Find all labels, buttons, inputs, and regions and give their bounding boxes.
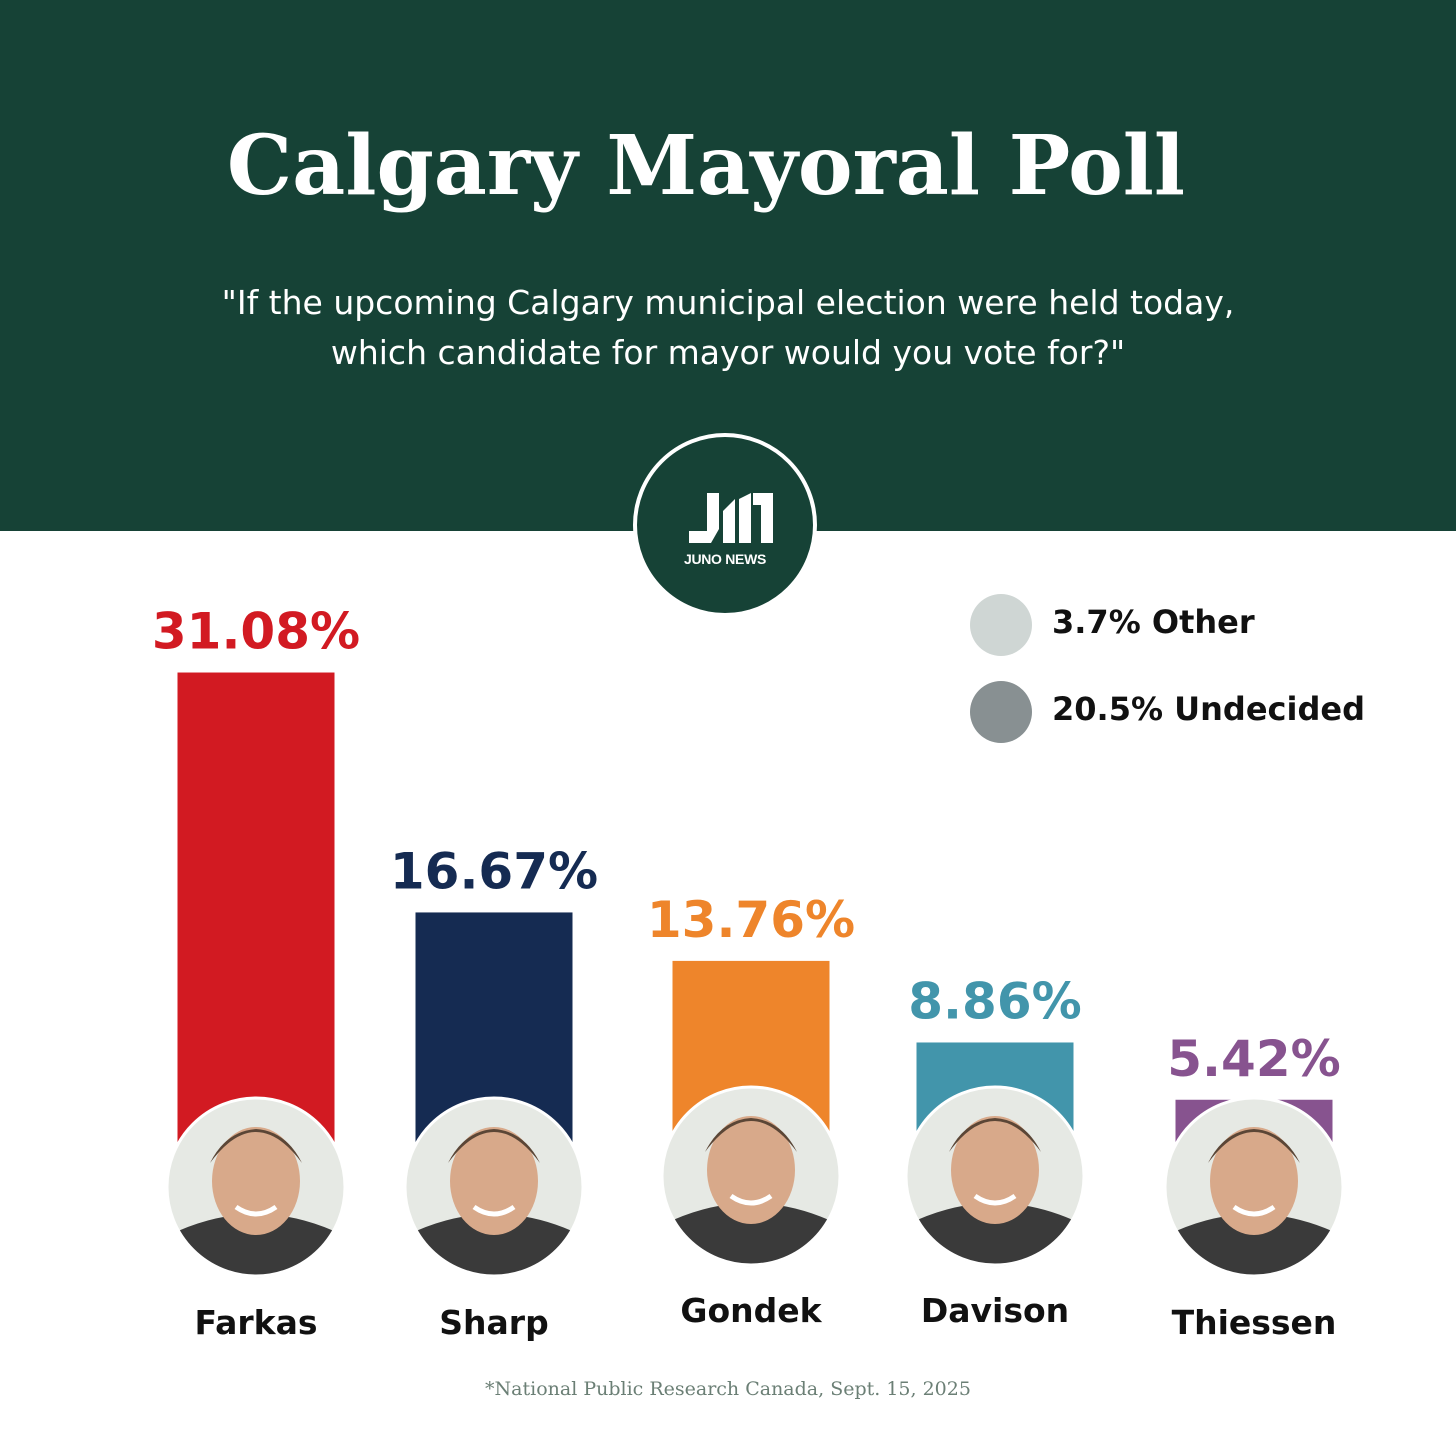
legend-undecided-dot <box>970 681 1032 743</box>
juno-news-logo: JUNO NEWS <box>633 433 817 617</box>
candidate-name-farkas: Farkas <box>194 1303 317 1342</box>
poll-question-line-1: "If the upcoming Calgary municipal elect… <box>221 283 1235 322</box>
poll-question-line-2: which candidate for mayor would you vote… <box>330 333 1126 372</box>
candidate-name-thiessen: Thiessen <box>1172 1303 1337 1342</box>
logo-wordmark: JUNO NEWS <box>683 551 767 567</box>
portrait-thiessen-icon <box>1163 1096 1345 1278</box>
value-label-sharp: 16.67% <box>390 842 598 900</box>
candidate-name-gondek: Gondek <box>680 1291 822 1330</box>
portrait-gondek-icon <box>660 1085 842 1267</box>
legend-other-label: 3.7% Other <box>1052 603 1255 641</box>
juno-logo-mark-icon <box>689 493 773 543</box>
legend-undecided-label: 20.5% Undecided <box>1052 690 1365 728</box>
value-label-gondek: 13.76% <box>647 891 855 949</box>
portrait-sharp-icon <box>403 1096 585 1278</box>
portrait-davison-icon <box>904 1085 1086 1267</box>
legend-other-dot <box>970 594 1032 656</box>
candidate-name-davison: Davison <box>921 1291 1069 1330</box>
candidate-name-sharp: Sharp <box>439 1303 548 1342</box>
poll-question: "If the upcoming Calgary municipal elect… <box>178 278 1278 378</box>
value-label-davison: 8.86% <box>908 972 1081 1030</box>
source-note: *National Public Research Canada, Sept. … <box>485 1378 971 1400</box>
page-title: Calgary Mayoral Poll <box>226 118 1186 214</box>
value-label-farkas: 31.08% <box>152 603 360 661</box>
portrait-farkas-icon <box>165 1096 347 1278</box>
value-label-thiessen: 5.42% <box>1167 1030 1340 1088</box>
